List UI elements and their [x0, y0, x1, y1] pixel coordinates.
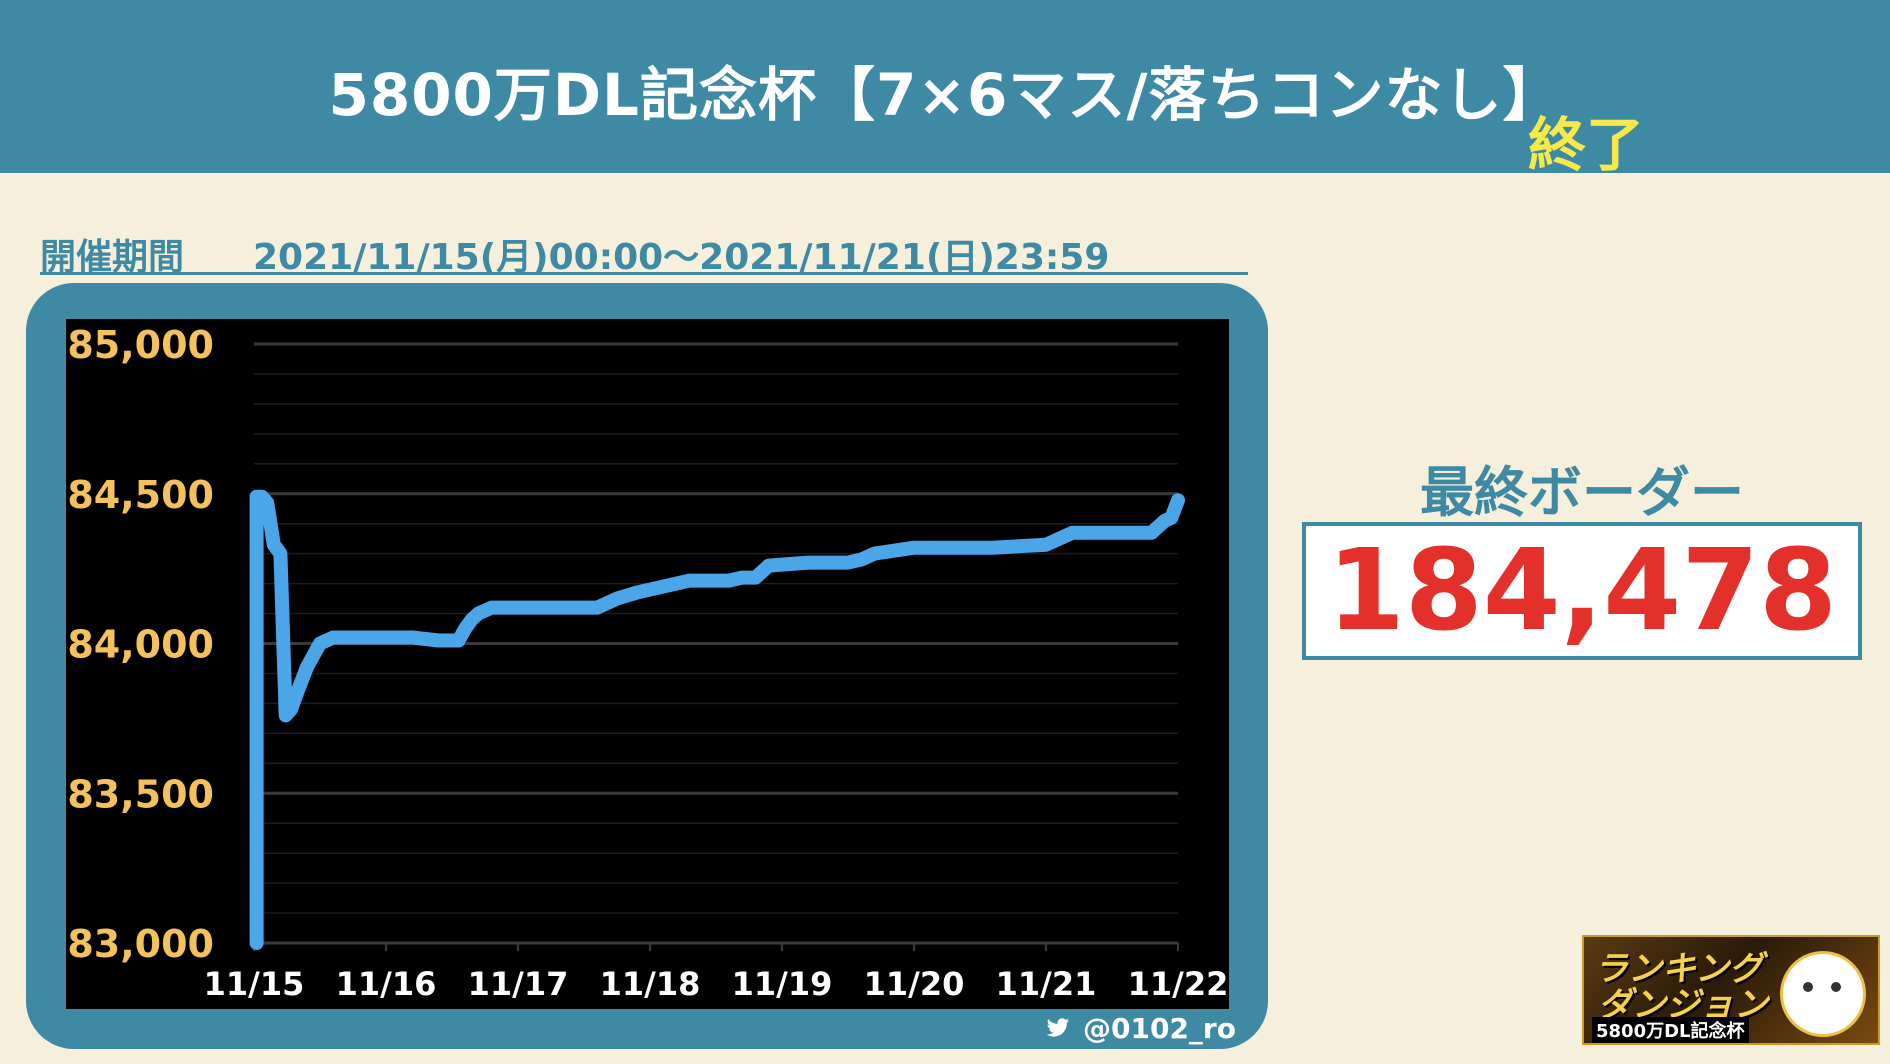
x-tick-label: 11/20 [864, 965, 965, 1003]
event-logo: ランキング ダンジョン 5800万DL記念杯 [1582, 935, 1880, 1045]
credit-handle: @0102_ro [1083, 1011, 1236, 1045]
y-tick-label: 184,000 [66, 623, 214, 667]
y-tick-label: 183,000 [66, 922, 214, 966]
x-tick-label: 11/15 [204, 965, 305, 1003]
logo-text-line1: ランキング [1594, 949, 1763, 989]
credit: @0102_ro [1041, 1010, 1236, 1046]
status-badge: 終了 [1528, 111, 1645, 179]
final-border-box: 184,478 [1302, 522, 1862, 660]
page-title: 5800万DL記念杯【7×6マス/落ちコンなし】 [328, 61, 1562, 129]
final-border-value: 184,478 [1326, 526, 1838, 656]
x-tick-label: 11/21 [996, 965, 1097, 1003]
y-tick-label: 184,500 [66, 473, 214, 517]
event-period: 開催期間 2021/11/15(月)00:00～2021/11/21(日)23:… [40, 228, 1248, 278]
y-tick-label: 185,000 [66, 323, 214, 367]
x-tick-label: 11/18 [600, 965, 701, 1003]
twitter-bird-icon [1041, 1012, 1075, 1044]
mascot-image [1780, 951, 1866, 1037]
period-value: 2021/11/15(月)00:00～2021/11/21(日)23:59 [253, 237, 1110, 278]
header-bar: 5800万DL記念杯【7×6マス/落ちコンなし】 終了 [0, 0, 1890, 179]
series-line [249, 489, 1185, 950]
y-tick-label: 183,500 [66, 772, 214, 816]
x-tick-label: 11/22 [1128, 965, 1229, 1003]
chart-panel: 183,000 183,500 184,000 184,500 185,000 11/15… [66, 319, 1229, 1009]
x-tick-label: 11/19 [732, 965, 833, 1003]
period-label: 開催期間 [40, 237, 185, 278]
final-border-label: 最終ボーダー [1420, 461, 1744, 524]
x-tick-label: 11/17 [468, 965, 569, 1003]
line-chart: 183,000 183,500 184,000 184,500 185,000 11/15… [66, 323, 1229, 1003]
x-tick-label: 11/16 [336, 965, 437, 1003]
logo-subtitle: 5800万DL記念杯 [1592, 1017, 1749, 1043]
